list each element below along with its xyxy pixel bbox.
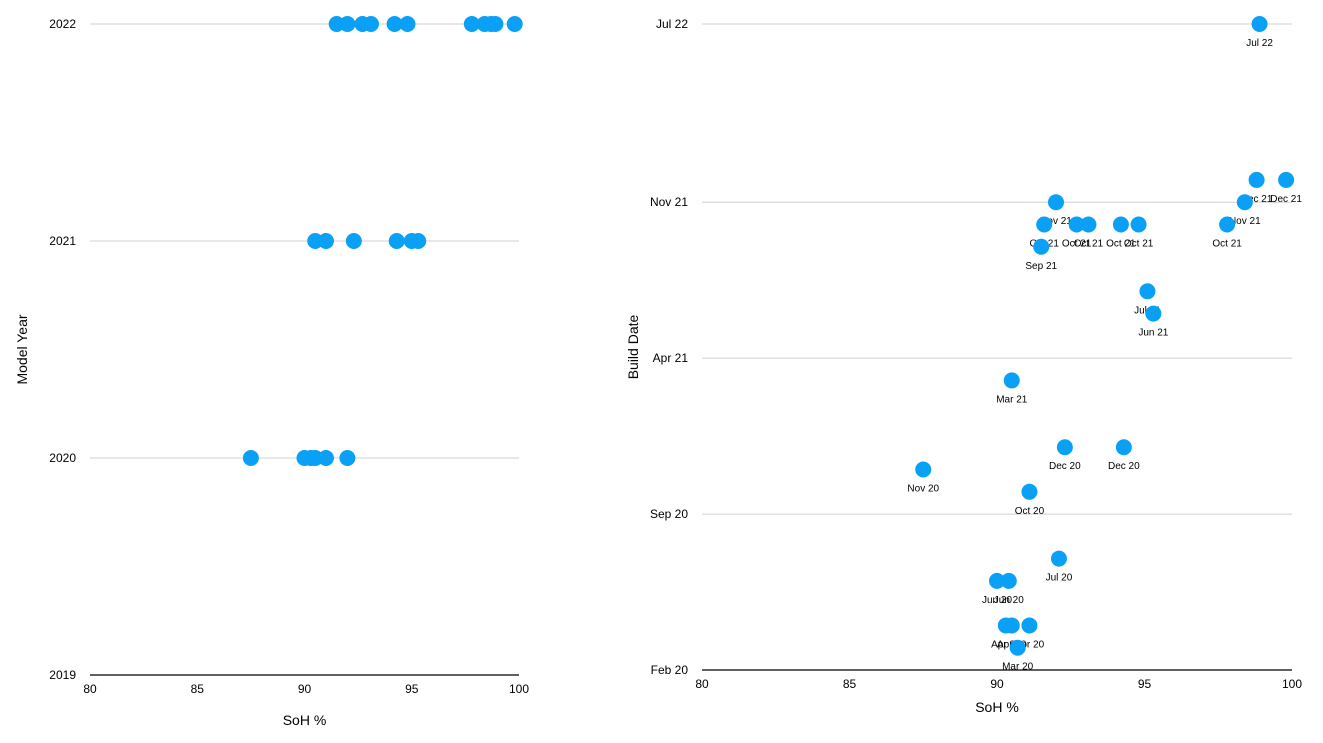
x-tick-label: 95 bbox=[1138, 677, 1152, 691]
y-tick-label: 2021 bbox=[49, 234, 76, 248]
data-point bbox=[1021, 617, 1038, 634]
data-point bbox=[1003, 617, 1020, 634]
data-point bbox=[1000, 572, 1017, 589]
data-point-label: Nov 21 bbox=[1040, 216, 1072, 227]
data-point bbox=[1003, 372, 1020, 389]
data-point bbox=[1048, 194, 1064, 211]
data-point-label: Dec 21 bbox=[1241, 194, 1273, 205]
x-tick-label: 100 bbox=[509, 682, 529, 696]
data-point bbox=[386, 16, 403, 32]
data-point bbox=[1130, 216, 1147, 233]
data-point bbox=[388, 233, 405, 249]
data-point bbox=[1251, 16, 1268, 32]
data-point-label: Jul 22 bbox=[1246, 38, 1273, 49]
data-point bbox=[345, 233, 362, 249]
data-point bbox=[1080, 216, 1097, 233]
y-tick-label: Nov 21 bbox=[650, 195, 688, 209]
data-point bbox=[915, 461, 932, 478]
x-tick-label: 85 bbox=[843, 677, 857, 691]
data-point-label: Apr 20 bbox=[1015, 639, 1045, 650]
data-point bbox=[463, 16, 480, 32]
data-point bbox=[399, 16, 416, 32]
x-axis-title: SoH % bbox=[283, 712, 327, 728]
data-point bbox=[1278, 171, 1295, 188]
y-tick-label: Apr 21 bbox=[653, 351, 689, 365]
data-point bbox=[362, 16, 379, 32]
x-tick-label: 80 bbox=[695, 677, 709, 691]
data-point bbox=[1050, 550, 1067, 567]
x-tick-label: 85 bbox=[191, 682, 205, 696]
y-tick-label: Sep 20 bbox=[650, 507, 688, 521]
x-tick-label: 90 bbox=[990, 677, 1004, 691]
data-point bbox=[339, 16, 356, 32]
data-point-label: Jul 20 bbox=[1046, 573, 1073, 584]
y-tick-label: 2019 bbox=[49, 668, 76, 682]
data-point bbox=[1248, 171, 1265, 188]
y-tick-label: 2020 bbox=[49, 451, 76, 465]
data-point bbox=[1219, 216, 1236, 233]
data-point-label: Oct 21 bbox=[1062, 238, 1092, 249]
model-year-chart: 2019 2020 2021 2022 80 85 90 95 100 SoH % Model Ye… bbox=[14, 16, 529, 728]
data-point bbox=[339, 450, 356, 466]
data-point-label: Mar 21 bbox=[996, 394, 1028, 405]
data-point bbox=[1021, 483, 1038, 500]
y-tick-label: 2022 bbox=[49, 17, 76, 31]
data-point-label: Dec 20 bbox=[1108, 461, 1140, 472]
build-date-chart: Feb 20 Sep 20 Apr 21 Nov 21 Jul 22 80 85 90 95 10… bbox=[625, 16, 1302, 715]
data-point bbox=[487, 16, 504, 32]
data-point-label: Dec 20 bbox=[1049, 461, 1081, 472]
data-point bbox=[1145, 305, 1162, 322]
data-point bbox=[317, 450, 334, 466]
data-point bbox=[989, 572, 1005, 589]
data-point bbox=[1115, 439, 1132, 456]
x-tick-label: 100 bbox=[1282, 677, 1302, 691]
data-point bbox=[1236, 194, 1253, 211]
y-tick-label: Feb 20 bbox=[651, 663, 689, 677]
y-tick-label: Jul 22 bbox=[656, 17, 688, 31]
data-point bbox=[1033, 238, 1050, 255]
x-tick-label: 80 bbox=[83, 682, 97, 696]
x-axis-title: SoH % bbox=[975, 699, 1019, 715]
data-point-label: Mar 20 bbox=[1002, 662, 1034, 673]
data-point-label: Nov 20 bbox=[907, 484, 939, 495]
data-point bbox=[317, 233, 334, 249]
data-point bbox=[242, 450, 259, 466]
data-point-label: Jun 20 bbox=[982, 595, 1012, 606]
data-point bbox=[1068, 216, 1085, 233]
data-point-label: Dec 21 bbox=[1270, 194, 1302, 205]
data-point bbox=[1112, 216, 1129, 233]
data-point bbox=[1056, 439, 1073, 456]
data-point-label: Oct 21 bbox=[1124, 238, 1154, 249]
data-point bbox=[1139, 283, 1156, 300]
data-point bbox=[1036, 216, 1053, 233]
data-point bbox=[506, 16, 523, 32]
data-point-label: Nov 21 bbox=[1229, 216, 1261, 227]
x-tick-label: 95 bbox=[405, 682, 419, 696]
data-point-label: Sep 21 bbox=[1025, 261, 1057, 272]
data-point-label: Oct 20 bbox=[1015, 506, 1045, 517]
data-point bbox=[410, 233, 427, 249]
data-point-label: Oct 21 bbox=[1074, 238, 1104, 249]
data-point-label: Jun 20 bbox=[994, 595, 1024, 606]
y-axis-title: Build Date bbox=[625, 314, 641, 379]
data-point-label: Oct 21 bbox=[1212, 238, 1242, 249]
data-point-label: Apr 20 bbox=[991, 639, 1021, 650]
data-point-label: Oct 21 bbox=[1106, 238, 1136, 249]
x-tick-label: 90 bbox=[298, 682, 312, 696]
y-axis-title: Model Year bbox=[14, 314, 30, 384]
data-point bbox=[1009, 639, 1026, 656]
data-point-label: Jun 21 bbox=[1138, 328, 1168, 339]
